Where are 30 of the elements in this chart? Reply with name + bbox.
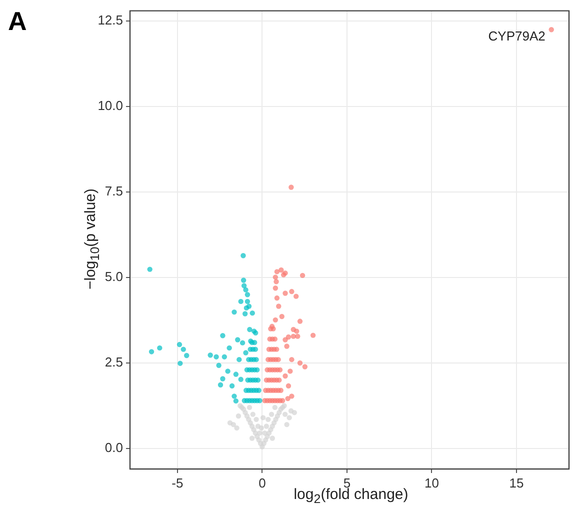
y-tick-label: 0.0 [104, 440, 123, 456]
y-tick-label: 12.5 [98, 12, 123, 28]
chart-title: A [8, 6, 27, 37]
point [258, 425, 264, 431]
annotation: CYP79A2 [488, 28, 546, 44]
point [286, 415, 292, 420]
point [264, 424, 270, 429]
y-tick-label: 7.5 [104, 184, 123, 199]
point [250, 412, 256, 417]
point [268, 412, 274, 417]
point [230, 422, 236, 428]
point [288, 408, 294, 414]
x-tick-label: 15 [509, 475, 524, 490]
point [234, 425, 240, 431]
point [249, 436, 255, 441]
point [246, 404, 252, 410]
y-tick-label: 2.5 [104, 354, 123, 370]
point [236, 413, 242, 419]
y-tick-label: 5.0 [104, 269, 123, 284]
point [266, 416, 271, 422]
point [254, 416, 259, 422]
y-tick-label: 10.0 [98, 98, 123, 114]
point [284, 422, 290, 428]
x-tick-label: 0 [258, 475, 266, 490]
x-tick-label: 10 [424, 475, 439, 490]
x-tick-label: -5 [172, 475, 184, 490]
point [270, 436, 275, 441]
point [272, 404, 278, 410]
point [260, 415, 266, 420]
point [282, 412, 288, 417]
